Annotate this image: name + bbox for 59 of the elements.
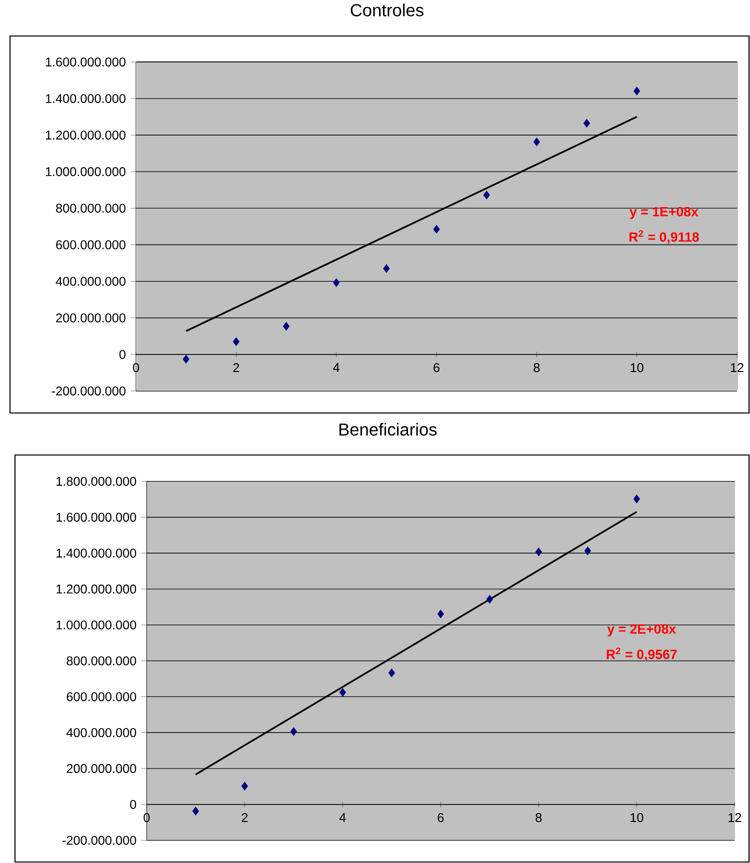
y-tick-label: 400.000.000 [66, 728, 136, 738]
point [290, 727, 297, 736]
point [583, 118, 590, 128]
chart-title: Controles [350, 4, 424, 16]
y-tick-label: 0 [119, 350, 126, 359]
annotation: R$^{2}$ = 0,9118 [630, 230, 699, 244]
chart-title: Beneficiarios [339, 422, 437, 436]
y-tick-label: -200.000.000 [62, 836, 136, 845]
point [192, 806, 199, 816]
point [483, 190, 490, 200]
point [437, 610, 444, 618]
y-tick-label: 400.000.000 [56, 276, 126, 286]
y-tick-label: -200.000.000 [52, 386, 126, 396]
y-tick-label: 600.000.000 [66, 692, 136, 702]
point [383, 264, 390, 273]
y-tick-label: 200.000.000 [56, 313, 126, 322]
x-tick-label: 10 [630, 813, 644, 822]
y-tick-label: 1.400.000.000 [56, 548, 136, 558]
x-tick-label: 4 [339, 813, 346, 822]
point [182, 354, 190, 364]
point [333, 278, 340, 287]
x-tick-label: 10 [630, 363, 644, 372]
point [388, 668, 395, 678]
annotation: y = 1E+08x [630, 206, 698, 220]
y-tick-label: 600.000.000 [56, 240, 126, 250]
x-tick-label: 8 [536, 813, 542, 822]
y-tick-label: 1.600.000.000 [56, 512, 136, 522]
y-tick-label: 1.600.000.000 [46, 58, 126, 66]
y-tick-label: 1.000.000.000 [56, 620, 136, 630]
y-tick-label: 0 [130, 800, 136, 809]
point [241, 782, 248, 790]
x-tick-label: 8 [534, 363, 540, 372]
point [634, 86, 640, 96]
y-tick-label: 1.200.000.000 [56, 584, 136, 594]
x-tick-label: 12 [730, 363, 744, 372]
point [584, 546, 591, 556]
x-tick-label: 6 [434, 363, 440, 372]
y-tick-label: 1.400.000.000 [46, 94, 126, 104]
y-tick-label: 800.000.000 [66, 656, 136, 666]
x-tick-label: 12 [728, 813, 742, 822]
annotation: R$^{2}$ = 0,9567 [606, 648, 677, 662]
y-tick-label: 200.000.000 [66, 764, 136, 774]
point [282, 322, 290, 331]
y-tick-label: 1.800.000.000 [56, 476, 136, 486]
point [433, 224, 440, 234]
point [232, 337, 240, 346]
x-tick-label: 2 [242, 813, 248, 822]
annotation: y = 2E+08x [607, 624, 676, 636]
x-tick-label: 6 [438, 813, 444, 822]
point [486, 594, 493, 604]
y-tick-label: 1.200.000.000 [46, 130, 126, 140]
point [533, 138, 540, 146]
y-tick-label: 800.000.000 [56, 204, 126, 213]
point [535, 548, 542, 556]
point [633, 494, 640, 504]
point [339, 688, 346, 697]
x-tick-label: 2 [233, 363, 240, 372]
y-tick-label: 1.000.000.000 [46, 167, 126, 176]
x-tick-label: 4 [333, 363, 340, 372]
